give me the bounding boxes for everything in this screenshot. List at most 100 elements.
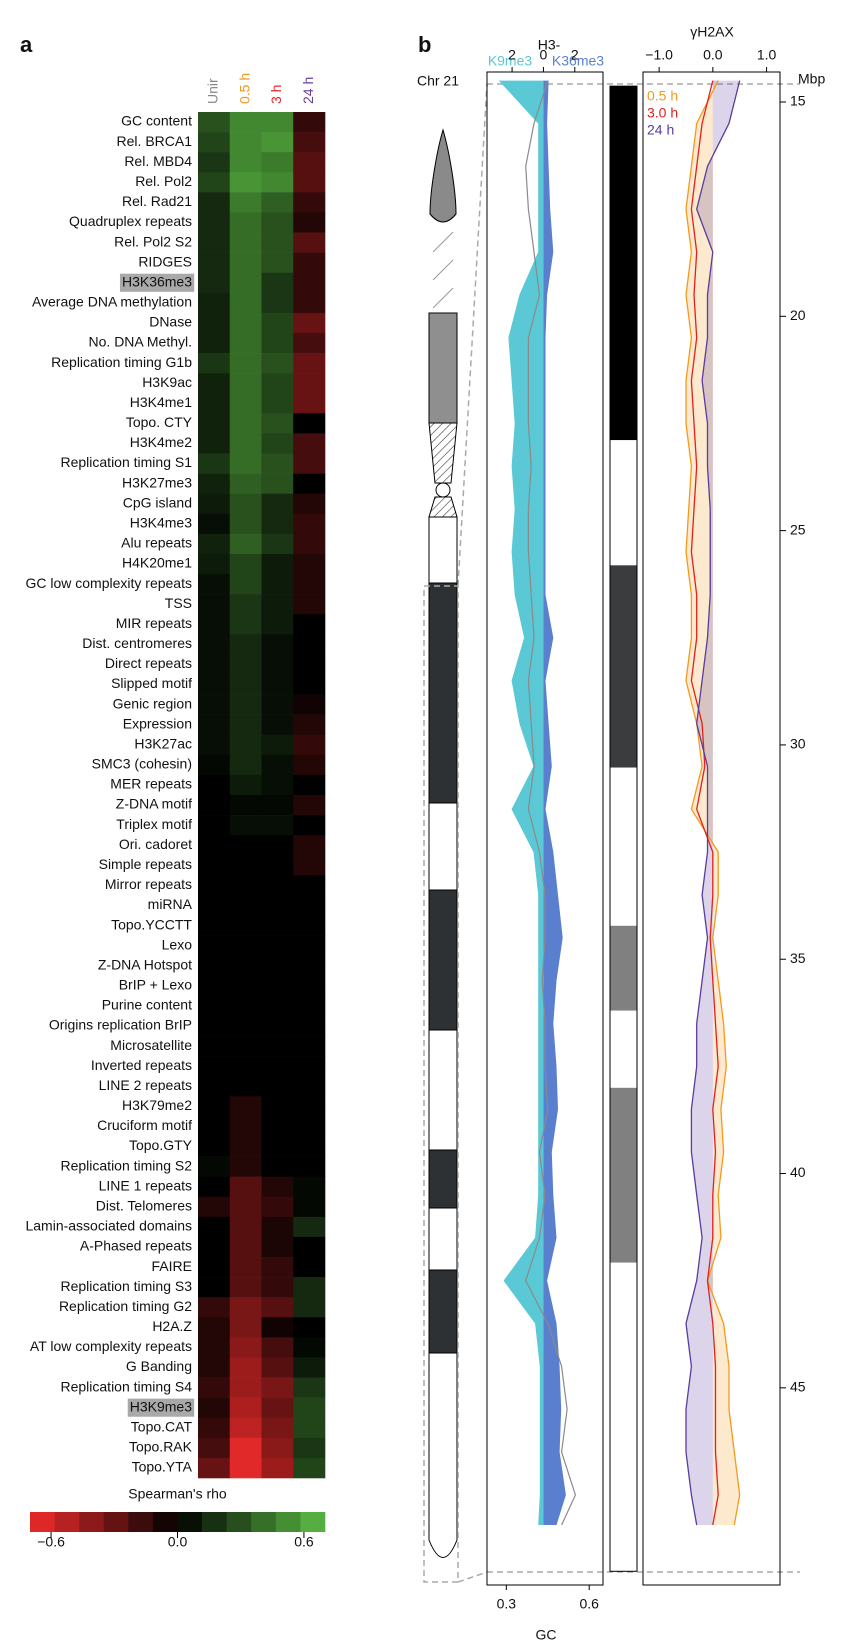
ideogram-band bbox=[428, 582, 458, 804]
gc-line bbox=[525, 80, 577, 1526]
heatmap-cell bbox=[261, 1015, 294, 1037]
track-area bbox=[686, 80, 740, 1525]
heatmap-cell bbox=[261, 413, 294, 434]
heatmap-cell bbox=[261, 1457, 294, 1479]
heatmap-cell bbox=[198, 895, 231, 916]
heatmap-cell bbox=[229, 1216, 262, 1238]
heatmap-cell bbox=[198, 373, 231, 394]
row-label: G Banding bbox=[126, 1358, 192, 1374]
heatmap-cell bbox=[293, 1257, 326, 1278]
row-label: Alu repeats bbox=[121, 535, 192, 551]
heatmap-cell bbox=[293, 795, 326, 816]
heatmap-cell bbox=[293, 312, 326, 334]
heatmap-cell bbox=[198, 935, 231, 957]
heatmap-cell bbox=[293, 1076, 326, 1097]
heatmap-cell bbox=[229, 1015, 262, 1037]
heatmap-cell bbox=[198, 152, 231, 173]
heatmap-cell bbox=[229, 815, 262, 836]
track-area bbox=[686, 80, 740, 1525]
heatmap-cell bbox=[198, 1196, 231, 1218]
heatmap-cell bbox=[293, 252, 326, 274]
heatmap-cell bbox=[229, 935, 262, 957]
heatmap-cell bbox=[229, 272, 262, 294]
heatmap-cell bbox=[293, 875, 326, 896]
heatmap-cell bbox=[198, 1437, 231, 1459]
heatmap-cell bbox=[229, 513, 262, 535]
row-label: Quadruplex repeats bbox=[69, 213, 192, 229]
heatmap-cell bbox=[293, 152, 326, 173]
heatmap-cell bbox=[198, 634, 231, 655]
heatmap-cell bbox=[261, 1257, 294, 1278]
heatmap-cell bbox=[261, 754, 294, 776]
heatmap-cell bbox=[293, 272, 326, 294]
heatmap-cell bbox=[229, 373, 262, 394]
colorbar-swatch bbox=[275, 1512, 301, 1532]
row-label: A-Phased repeats bbox=[80, 1238, 192, 1254]
track-frame bbox=[486, 71, 604, 1586]
ideogram-centromere bbox=[435, 482, 451, 498]
x-tick-label: −1.0 bbox=[645, 47, 673, 63]
heatmap-cell bbox=[229, 1277, 262, 1298]
chromosome-label: Chr 21 bbox=[417, 73, 459, 89]
heatmap-cell bbox=[198, 332, 231, 354]
heatmap-cell bbox=[261, 1337, 294, 1358]
row-label: Average DNA methylation bbox=[32, 294, 192, 310]
heatmap-cell bbox=[229, 393, 262, 414]
track-line bbox=[499, 80, 541, 1526]
heatmap-cell bbox=[261, 895, 294, 916]
heatmap-cell bbox=[261, 292, 294, 314]
row-label: H3K9me3 bbox=[130, 1398, 192, 1414]
y-tick-label: 15 bbox=[790, 93, 806, 109]
heatmap-cell bbox=[261, 634, 294, 655]
gc-tick-label: 0.3 bbox=[497, 1596, 517, 1612]
heatmap-cell bbox=[293, 1277, 326, 1298]
ideogram-band bbox=[428, 516, 458, 584]
track-line bbox=[690, 80, 719, 1526]
heatmap-cell bbox=[261, 553, 294, 575]
heatmap-cell bbox=[293, 714, 326, 736]
heatmap-cell bbox=[293, 232, 326, 253]
y-tick-label: 35 bbox=[790, 950, 806, 966]
heatmap-cell bbox=[198, 815, 231, 836]
heatmap-cell bbox=[261, 1056, 294, 1077]
row-label: Slipped motif bbox=[111, 675, 192, 691]
heatmap-cell bbox=[229, 533, 262, 555]
heatmap-cell bbox=[293, 1397, 326, 1419]
heatmap-cell bbox=[229, 1136, 262, 1157]
heatmap-cell bbox=[198, 614, 231, 635]
ideogram-band bbox=[428, 1149, 458, 1209]
heatmap-cell bbox=[261, 795, 294, 816]
heatmap-cell bbox=[229, 1096, 262, 1117]
row-label: H3K79me2 bbox=[122, 1097, 192, 1113]
heatmap-cell bbox=[261, 815, 294, 836]
heatmap-cell bbox=[229, 312, 262, 334]
row-label: Replication timing G2 bbox=[59, 1298, 192, 1314]
row-label: Replication timing S2 bbox=[60, 1157, 192, 1173]
heatmap-cell bbox=[198, 553, 231, 575]
heatmap-cell bbox=[261, 172, 294, 193]
heatmap-cell bbox=[198, 774, 231, 796]
x-tick-label: 1.0 bbox=[757, 47, 777, 63]
heatmap-cell bbox=[261, 614, 294, 635]
heatmap-cell bbox=[293, 1156, 326, 1177]
heatmap-cell bbox=[198, 714, 231, 736]
row-label: TSS bbox=[165, 595, 192, 611]
heatmap-cell bbox=[229, 493, 262, 515]
heatmap-cell bbox=[293, 654, 326, 675]
heatmap-cell bbox=[293, 513, 326, 535]
heatmap-cell bbox=[229, 1457, 262, 1479]
heatmap-cell bbox=[229, 975, 262, 997]
series-label: K9me3 bbox=[488, 53, 533, 69]
domain-segment bbox=[610, 767, 637, 926]
heatmap-cell bbox=[198, 1397, 231, 1419]
track-line bbox=[685, 80, 741, 1526]
heatmap-cell bbox=[229, 1437, 262, 1459]
heatmap-cell bbox=[198, 433, 231, 454]
heatmap-cell bbox=[293, 1216, 326, 1238]
heatmap-cell bbox=[229, 835, 262, 856]
heatmap-cell bbox=[198, 1156, 231, 1177]
heatmap-cell bbox=[229, 1297, 262, 1318]
heatmap-cell bbox=[198, 915, 231, 936]
heatmap-cell bbox=[293, 614, 326, 635]
